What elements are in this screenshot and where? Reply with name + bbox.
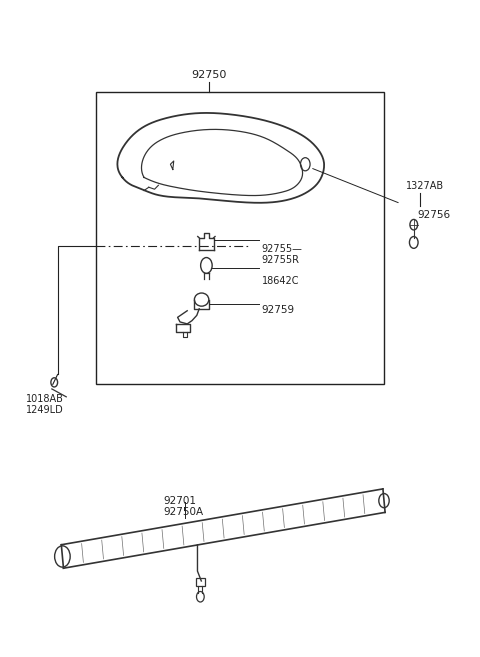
Text: 92701: 92701 — [163, 496, 196, 506]
Text: 1018AB: 1018AB — [26, 394, 64, 404]
Text: 18642C: 18642C — [262, 276, 299, 286]
Text: 92750: 92750 — [191, 70, 227, 80]
Bar — [96, 92, 384, 384]
Text: 92756: 92756 — [418, 210, 451, 220]
Text: 1327AB: 1327AB — [406, 181, 444, 191]
Text: 92755R: 92755R — [262, 256, 300, 265]
Text: 92755—: 92755— — [262, 244, 302, 254]
Text: 92750A: 92750A — [163, 507, 204, 517]
Text: 92759: 92759 — [262, 306, 295, 315]
Text: 1249LD: 1249LD — [26, 405, 64, 415]
Bar — [195, 578, 205, 586]
